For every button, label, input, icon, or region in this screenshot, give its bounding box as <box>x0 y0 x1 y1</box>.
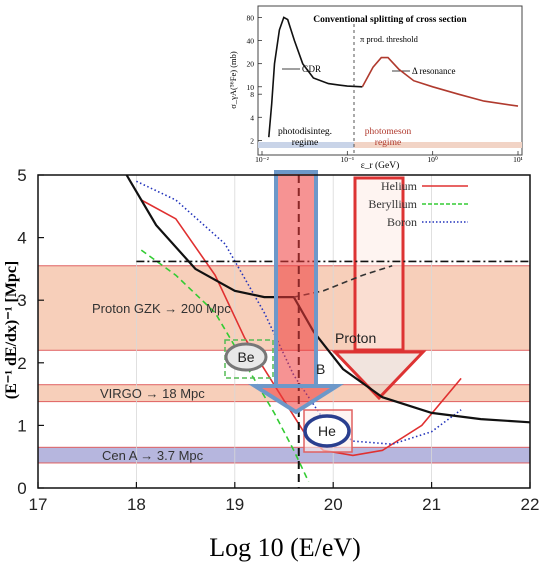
inset-regime-bar-left <box>258 142 354 148</box>
x-tick-label: 17 <box>29 495 48 514</box>
y-tick-label: 5 <box>17 166 26 185</box>
inset-series-line-1 <box>361 56 519 107</box>
inset-y-tick-label: 4 <box>250 113 254 122</box>
series-line-helium <box>140 199 462 457</box>
inset-x-tick-label: 10¹ <box>513 155 523 164</box>
be-circle <box>224 342 268 372</box>
b-label: B <box>316 361 325 377</box>
inset-y-tick-label: 8 <box>250 90 254 99</box>
main-plot-frame <box>37 174 531 489</box>
inset-y-tick-label: 10 <box>247 83 255 92</box>
inset-y-tick-label: 40 <box>247 37 255 46</box>
inset-y-tick-label: 20 <box>247 60 255 69</box>
nuclei-arrow-head <box>248 384 344 415</box>
inset-frame <box>257 5 523 156</box>
band-label-cen-a: Cen A → 3.7 Mpc <box>102 448 204 463</box>
nuclei-arrow-shaft <box>274 170 318 388</box>
he-label: He <box>318 423 336 439</box>
y-tick-label: 4 <box>17 229 26 248</box>
inset-x-ticks: 10⁻² 10⁻¹ 10⁰ 10¹ <box>255 151 523 164</box>
inset-regime-left-1: photodisinteg. <box>278 127 332 137</box>
inset-threshold-label: π prod. threshold <box>360 34 419 44</box>
x-tick-label: 21 <box>422 495 441 514</box>
proton-label: Proton <box>335 330 376 346</box>
legend-label-beryllium: Beryllium <box>368 197 417 211</box>
band-label-virgo: VIRGO → 18 Mpc <box>100 386 205 401</box>
main-y-axis-label: (E⁻¹ dE/dx)⁻¹ [Mpc] <box>3 261 20 399</box>
inset-y-axis-label: σ_γA(⁵⁶Fe) (mb) <box>228 51 238 109</box>
inset-x-tick-label: 10⁰ <box>427 155 438 164</box>
inset-x-axis-label: ε_r (GeV) <box>361 160 400 171</box>
legend: Helium Beryllium Boron <box>368 179 468 229</box>
inset-y-tick-label: 80 <box>247 13 255 22</box>
main-chart: Be He B Proton Proton GZK → 200 Mpc VIRG… <box>3 166 539 562</box>
band-label-proton-gzk: Proton GZK → 200 Mpc <box>92 301 231 316</box>
legend-label-boron: Boron <box>387 215 417 229</box>
y-tick-label: 2 <box>17 354 26 373</box>
inset-series <box>268 16 519 138</box>
x-tick-label: 18 <box>127 495 146 514</box>
inset-x-tick-label: 10⁻² <box>255 155 269 164</box>
inset-regime-right-2: regime <box>375 138 401 148</box>
proton-arrow-head <box>331 350 427 401</box>
inset-regime-left-2: regime <box>292 138 318 148</box>
be-label: Be <box>237 349 254 365</box>
inset-x-tick-label: 10⁻¹ <box>340 155 354 164</box>
y-tick-label: 0 <box>17 479 26 498</box>
y-tick-label: 3 <box>17 291 26 310</box>
inset-regime-right-1: photomeson <box>365 127 412 137</box>
x-tick-label: 19 <box>225 495 244 514</box>
legend-label-helium: Helium <box>381 179 418 193</box>
inset-series-line-0 <box>268 16 363 138</box>
x-tick-label: 20 <box>324 495 343 514</box>
main-y-ticks: 0 1 2 3 4 5 <box>17 166 44 498</box>
main-x-ticks: 17 18 19 20 21 22 <box>29 482 540 514</box>
main-x-axis-label: Log 10 (E/eV) <box>209 533 361 562</box>
inset-title: Conventional splitting of cross section <box>313 15 467 25</box>
inset-regime-bar-right <box>354 142 522 148</box>
inset-chart: Conventional splitting of cross section … <box>228 5 523 171</box>
proton-arrow-shaft <box>353 176 405 352</box>
inset-gdr-label: GDR <box>302 64 321 74</box>
inset-y-tick-label: 2 <box>250 136 254 145</box>
inset-y-ticks: 80 40 20 108 4 2 <box>247 13 262 145</box>
he-circle <box>303 414 351 448</box>
x-tick-label: 22 <box>521 495 540 514</box>
inset-delta-label: Δ resonance <box>412 66 456 76</box>
y-tick-label: 1 <box>17 416 26 435</box>
